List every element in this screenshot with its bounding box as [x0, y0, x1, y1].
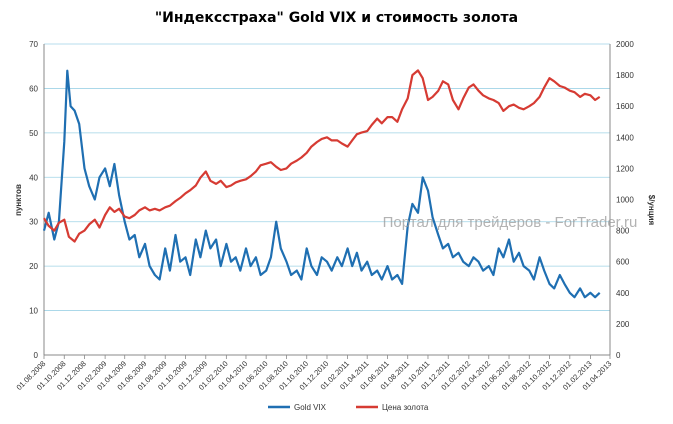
legend-label: Gold VIX	[294, 403, 327, 412]
y-tick-right: 400	[616, 289, 630, 298]
y-tick-right: 600	[616, 258, 630, 267]
y-tick-right: 1600	[616, 102, 634, 111]
y-tick-left: 30	[29, 218, 38, 227]
y-tick-left: 60	[29, 84, 38, 93]
watermark: Портал для трейдеров - ForTrader.ru	[383, 214, 638, 231]
y-tick-right: 200	[616, 320, 630, 329]
y-tick-right: 2000	[616, 40, 634, 49]
y-tick-right: 1200	[616, 164, 634, 173]
legend-label: Цена золота	[382, 403, 429, 412]
y-tick-right: 1800	[616, 71, 634, 80]
y-tick-left: 20	[29, 262, 38, 271]
y-tick-left: 10	[29, 307, 38, 316]
y-tick-right: 1400	[616, 133, 634, 142]
series-line-gold-vix	[42, 69, 601, 299]
y-tick-right: 1000	[616, 196, 634, 205]
y-tick-left: 0	[34, 351, 39, 360]
y-tick-left: 70	[29, 40, 38, 49]
y-tick-right: 800	[616, 227, 630, 236]
y-axis-right-label: $/унция	[647, 195, 656, 226]
y-tick-left: 40	[29, 173, 38, 182]
y-axis-left-label: пунктов	[14, 184, 23, 216]
series-line-gold-price	[43, 69, 601, 243]
chart-title: "Индексстраха" Gold VIX и стоимость золо…	[154, 10, 519, 26]
y-tick-right: 0	[616, 351, 621, 360]
y-tick-left: 50	[29, 129, 38, 138]
